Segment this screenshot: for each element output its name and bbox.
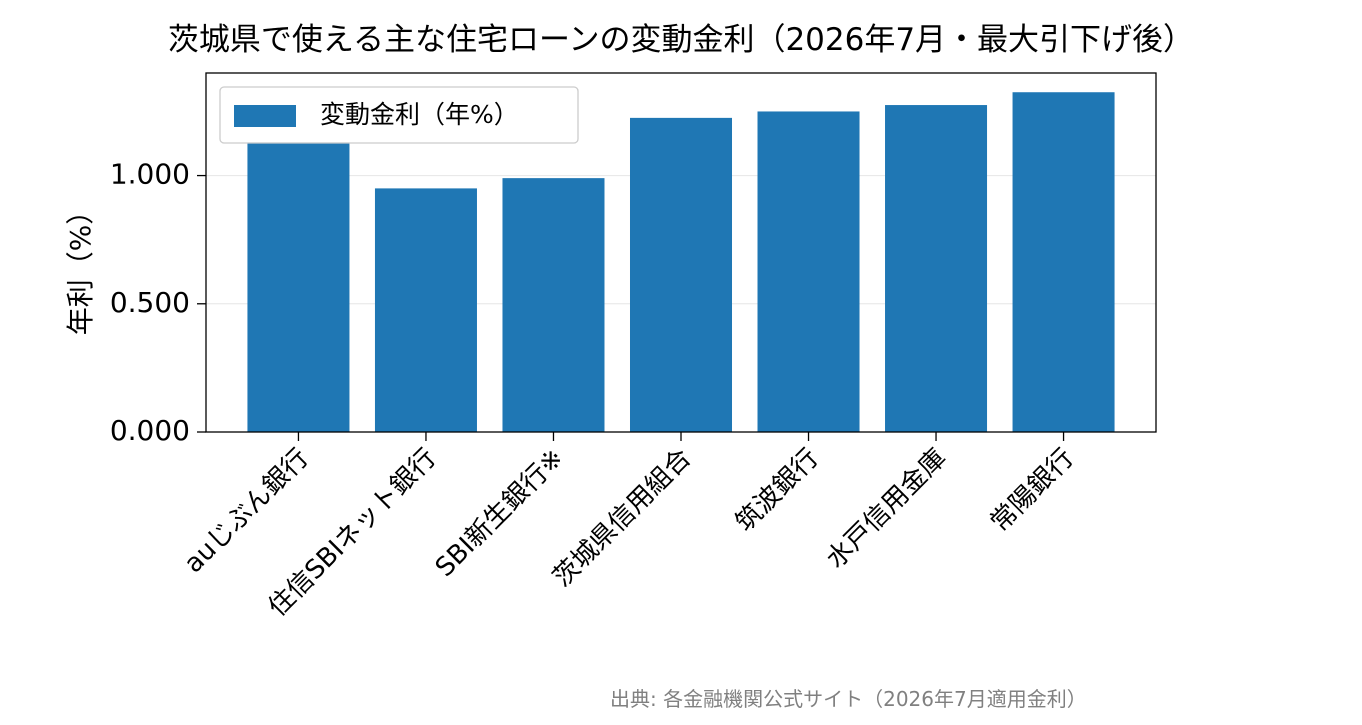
legend-frame xyxy=(219,86,579,144)
x-tick-label: 常陽銀行 xyxy=(985,443,1080,538)
legend: 変動金利（年%） xyxy=(219,86,579,144)
x-tick-label: auじぶん銀行 xyxy=(179,443,315,579)
x-tick-label: 筑波銀行 xyxy=(730,443,825,538)
x-tick-label: SBI新生銀行※ xyxy=(430,443,570,583)
chart-title: 茨城県で使える主な住宅ローンの変動金利（2026年7月・最大引下げ後） xyxy=(167,22,1195,58)
y-tick-label: 0.500 xyxy=(110,286,190,319)
bar xyxy=(757,111,860,432)
legend-label: 変動金利（年%） xyxy=(320,100,519,129)
bar xyxy=(374,188,477,432)
legend-swatch xyxy=(234,105,296,127)
y-axis-label: 年利（%） xyxy=(64,197,97,336)
y-axis-ticks: 0.000 0.500 1.000 xyxy=(110,158,206,447)
x-tick-label: 水戸信用金庫 xyxy=(821,443,953,575)
bar xyxy=(885,105,988,432)
y-tick-label: 0.000 xyxy=(110,414,190,447)
bar xyxy=(247,142,350,432)
source-note: 出典: 各金融機関公式サイト（2026年7月適用金利） xyxy=(610,687,1087,711)
bar xyxy=(629,117,733,432)
y-tick-label: 1.000 xyxy=(110,158,190,191)
bar xyxy=(1012,92,1115,432)
bar xyxy=(502,178,605,432)
bars xyxy=(247,92,1115,432)
x-tick-label: 茨城県信用組合 xyxy=(547,443,697,593)
